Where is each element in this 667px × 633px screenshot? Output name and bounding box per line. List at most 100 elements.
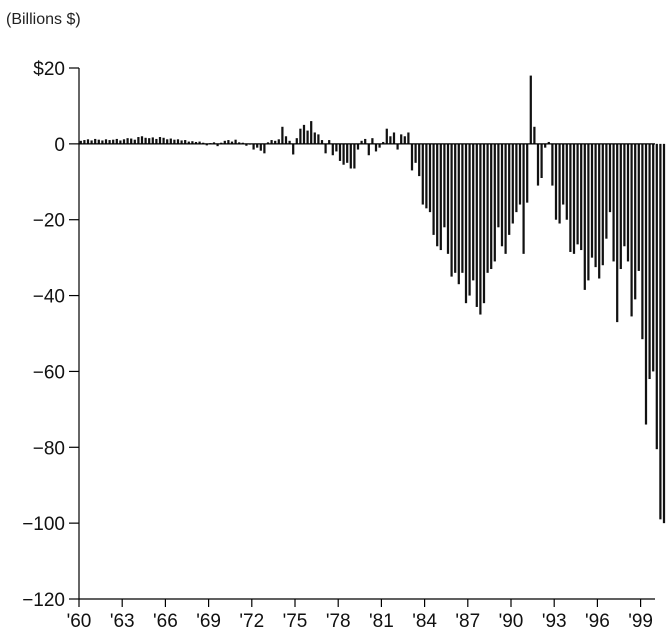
bar-137 — [572, 143, 576, 254]
bar-62 — [302, 124, 306, 144]
bar-135 — [565, 143, 568, 220]
bar-145 — [601, 143, 604, 266]
bar-75 — [349, 143, 352, 169]
bar-161 — [659, 143, 662, 520]
bar-70 — [331, 143, 334, 156]
bar-65 — [313, 132, 316, 144]
x-tick-label: '72 — [239, 611, 264, 632]
bar-159 — [652, 143, 655, 372]
bar-116 — [497, 143, 500, 228]
x-axis: '60 '63 '66 '69 '72 '75 '78 '81 '84 '87 '90 '93 '96 '… — [67, 598, 655, 632]
bar-30 — [187, 141, 190, 144]
bar-97 — [428, 143, 432, 213]
bar-100 — [439, 143, 442, 251]
x-tick-label: '90 — [499, 611, 524, 632]
bar-35 — [205, 143, 208, 146]
y-tick-label: −120 — [22, 590, 65, 611]
bar-94 — [418, 143, 421, 177]
bar-141 — [587, 143, 590, 281]
bar-68 — [324, 143, 327, 154]
bar-17 — [140, 136, 144, 144]
bar-83 — [378, 143, 381, 148]
bar-119 — [508, 143, 511, 235]
bar-73 — [342, 143, 345, 165]
bar-43 — [234, 139, 237, 144]
bar-158 — [648, 143, 651, 380]
bar-122 — [518, 143, 522, 205]
bar-5 — [97, 139, 100, 144]
bar-133 — [558, 143, 561, 224]
bar-92 — [410, 143, 414, 171]
bar-87 — [392, 132, 396, 144]
bar-86 — [389, 136, 392, 144]
bar-57 — [284, 136, 288, 144]
bar-93 — [414, 143, 417, 163]
bar-95 — [421, 143, 424, 205]
bar-101 — [443, 143, 446, 228]
bar-22 — [158, 137, 162, 144]
bar-66 — [317, 134, 320, 144]
y-tick-label: $20 — [33, 59, 65, 80]
bar-46 — [245, 143, 248, 146]
bar-24 — [166, 139, 169, 144]
bar-23 — [162, 137, 165, 144]
bar-151 — [623, 143, 626, 247]
bar-15 — [133, 139, 136, 144]
bar-153 — [630, 143, 633, 317]
bar-2 — [86, 139, 90, 144]
y-axis-unit-label: (Billions $) — [6, 11, 81, 28]
bar-139 — [580, 143, 583, 251]
bar-26 — [173, 139, 176, 144]
bar-105 — [457, 143, 460, 285]
bar-80 — [367, 143, 370, 156]
bar-148 — [612, 143, 615, 262]
bar-40 — [223, 140, 226, 144]
bar-112 — [482, 143, 486, 304]
bar-154 — [634, 143, 637, 300]
bar-8 — [108, 140, 111, 144]
bar-11 — [119, 140, 122, 144]
bar-99 — [436, 143, 439, 247]
bar-132 — [554, 143, 558, 220]
x-tick-label: '60 — [67, 611, 92, 632]
bar-9 — [112, 139, 115, 144]
bar-60 — [295, 138, 298, 144]
bar-102 — [446, 143, 450, 254]
bar-54 — [274, 140, 277, 144]
bar-131 — [551, 143, 554, 186]
bar-96 — [425, 143, 428, 209]
bar-25 — [169, 138, 172, 144]
bar-121 — [515, 143, 518, 213]
bar-12 — [122, 139, 126, 144]
bar-21 — [155, 138, 158, 144]
x-tick-label: '63 — [110, 611, 135, 632]
bar-118 — [504, 143, 507, 254]
bar-3 — [90, 140, 93, 144]
bar-10 — [115, 138, 118, 144]
y-tick-label: −20 — [33, 211, 65, 232]
bar-160 — [655, 143, 658, 450]
bar-143 — [594, 143, 597, 268]
bar-84 — [382, 141, 385, 144]
bar-55 — [277, 139, 280, 144]
bar-49 — [256, 143, 259, 148]
bar-14 — [130, 138, 133, 144]
bar-103 — [450, 143, 453, 277]
y-axis: $20 0 −20 −40 −60 −80 −100 −120 — [22, 59, 80, 611]
bar-81 — [371, 138, 374, 144]
bar-146 — [605, 143, 608, 239]
bar-127 — [536, 143, 540, 186]
bar-107 — [464, 143, 468, 304]
x-tick-label: '84 — [412, 611, 437, 632]
bar-76 — [353, 143, 356, 169]
bar-6 — [101, 140, 104, 144]
bar-130 — [547, 141, 550, 144]
x-tick-label: '75 — [283, 611, 308, 632]
bar-144 — [598, 143, 601, 279]
bar-134 — [562, 143, 565, 205]
y-tick-label: −80 — [33, 438, 65, 459]
x-tick-label: '87 — [455, 611, 480, 632]
bar-72 — [338, 143, 342, 161]
bar-126 — [533, 126, 536, 144]
